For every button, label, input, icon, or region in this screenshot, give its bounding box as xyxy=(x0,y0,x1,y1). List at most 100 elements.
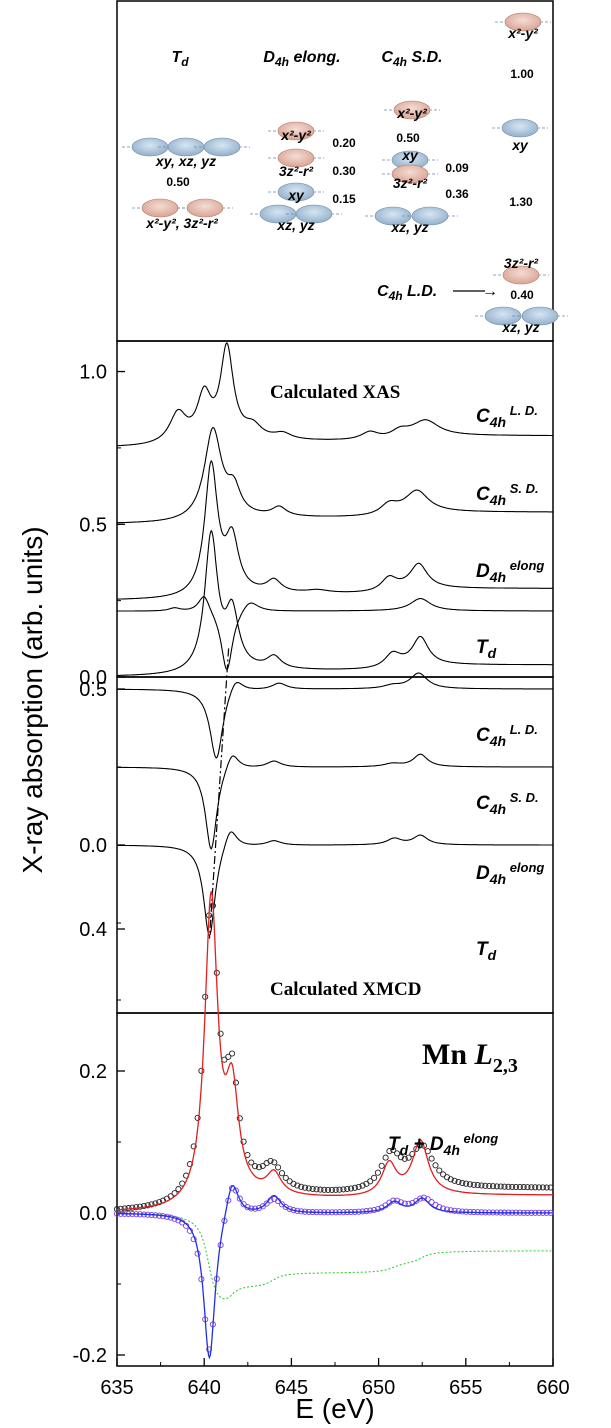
exp-XAS-point xyxy=(347,1185,355,1192)
exp-XAS-point xyxy=(294,1182,301,1189)
exp-XAS-point xyxy=(236,1115,243,1122)
orbital-blue xyxy=(521,306,559,326)
column-title: C4h L.D. xyxy=(377,283,437,303)
exp-XAS-point xyxy=(271,1159,278,1166)
calculated-xas-panel: 0.0 0.5 1.0 C4h L. D. C4h S. D. D4h elong Td Ca… xyxy=(79,342,553,689)
exp-XAS-point xyxy=(447,1176,454,1183)
orbital-blue xyxy=(501,118,539,138)
exp-XAS-point xyxy=(436,1167,443,1174)
exp-XAS-point xyxy=(332,1186,339,1193)
orbital-label: x²-y² xyxy=(507,25,538,41)
exp-XAS-point xyxy=(144,1202,151,1209)
exp-XAS-point xyxy=(344,1185,351,1193)
exp-XAS-point xyxy=(371,1174,378,1181)
orbital-pink xyxy=(391,164,429,184)
orbital-label: xy, xz, yz xyxy=(155,153,216,169)
exp-XAS-point xyxy=(367,1178,374,1185)
orbital-label: xz, yz xyxy=(390,219,428,235)
exp-XAS-point xyxy=(374,1169,381,1176)
orbital-pink xyxy=(277,148,315,168)
y-tick-label: 0.5 xyxy=(79,679,107,701)
exp-XMCD-point xyxy=(232,1187,239,1194)
exp-XAS-point xyxy=(252,1163,259,1170)
exp-XAS-point xyxy=(428,1155,435,1162)
exp-XAS-point xyxy=(455,1178,462,1186)
orbital-label: x²-y², 3z²-r² xyxy=(145,215,218,231)
xas-series-label: Td xyxy=(476,637,497,661)
xas-series-label: D4h elong xyxy=(476,558,544,585)
exp-XAS-point xyxy=(194,1114,201,1121)
exp-XAS-point xyxy=(152,1200,159,1207)
exp-XAS-point xyxy=(148,1201,155,1208)
calc-XMCD-line xyxy=(117,1184,553,1360)
exp-XAS-point xyxy=(501,1183,508,1190)
exp-XAS-point xyxy=(378,1162,385,1169)
energy-gap: 1.00 xyxy=(510,67,534,81)
mn-l23-panel: -0.2 0.0 0.2 0.4 635 640 645 650 655 660 Mn L2,3 Td… xyxy=(73,891,570,1399)
exp-XMCD-point xyxy=(390,1197,397,1204)
exp-XAS-point xyxy=(489,1183,497,1190)
xas-series-line xyxy=(117,459,553,600)
y-tick-label: 1.0 xyxy=(79,362,107,384)
exp-XAS-point xyxy=(351,1184,358,1191)
exp-XAS-point xyxy=(248,1159,255,1166)
calc-XAS-line xyxy=(116,891,553,1211)
exp-XAS-point xyxy=(451,1177,458,1184)
y-tick-label: 0.0 xyxy=(79,1203,107,1225)
y-tick-label: 0.0 xyxy=(79,667,107,689)
x-tick-label: 660 xyxy=(536,1377,569,1399)
xmcd-series-line xyxy=(117,753,553,850)
exp-XAS-point xyxy=(482,1182,489,1189)
exp-XAS-point xyxy=(267,1157,274,1164)
exp-XMCD-point xyxy=(255,1204,263,1212)
energy-gap: 0.30 xyxy=(332,164,356,178)
orbital-pink xyxy=(186,198,224,218)
exp-XAS-point xyxy=(140,1202,147,1210)
xmcd-series-label: D4h elong xyxy=(476,860,544,887)
exp-XAS-point xyxy=(336,1186,343,1193)
exp-XAS-point xyxy=(474,1182,481,1189)
exp-XAS-point xyxy=(470,1181,477,1188)
exp-XAS-point xyxy=(229,1050,236,1057)
exp-XMCD-point xyxy=(447,1207,454,1214)
exp-XAS-point xyxy=(486,1182,493,1190)
orbital-blue xyxy=(203,137,241,157)
exp-XAS-point xyxy=(463,1180,470,1187)
exp-XMCD-point xyxy=(236,1195,243,1202)
y-tick-label: 0.2 xyxy=(79,1061,107,1083)
orbital-blue xyxy=(484,306,522,326)
energy-gap: 1.30 xyxy=(509,195,533,209)
y-tick-label: 0.0 xyxy=(79,835,107,857)
exp-XAS-point xyxy=(225,1053,232,1060)
exp-XAS-point xyxy=(466,1181,474,1188)
exp-XAS-point xyxy=(232,1079,239,1086)
exp-XAS-point xyxy=(190,1143,197,1150)
orbital-pink xyxy=(277,121,315,141)
y-tick-label: 0.5 xyxy=(79,514,107,536)
exp-XAS-point xyxy=(290,1180,297,1187)
exp-XAS-point xyxy=(359,1182,366,1189)
orbital-label: 3z²-r² xyxy=(393,175,428,191)
exp-XAS-point xyxy=(493,1183,500,1190)
exp-XMCD-point xyxy=(244,1204,251,1211)
exp-XAS-point xyxy=(301,1184,309,1191)
exp-XAS-point xyxy=(275,1164,282,1171)
exp-XAS-point xyxy=(532,1184,539,1191)
exp-XAS-point xyxy=(386,1148,393,1155)
xmcd-annotation: Calculated XMCD xyxy=(270,979,421,1000)
x-tick-label: 655 xyxy=(449,1377,482,1399)
integrated-xmcd-line xyxy=(116,1212,552,1300)
exp-XAS-point xyxy=(133,1204,140,1211)
energy-gap: 0.36 xyxy=(445,187,469,201)
xmcd-series-label: Td xyxy=(476,939,497,963)
orbital-pink xyxy=(393,100,431,120)
orbital-blue xyxy=(277,182,315,202)
exp-XAS-point xyxy=(136,1203,144,1210)
xas-series-line xyxy=(117,426,553,524)
energy-gap: 0.50 xyxy=(166,175,190,189)
exp-XAS-point xyxy=(278,1170,286,1177)
exp-XAS-point xyxy=(321,1186,328,1193)
exp-XAS-point xyxy=(440,1171,447,1178)
exp-XAS-point xyxy=(125,1205,132,1212)
exp-XAS-point xyxy=(497,1183,504,1190)
